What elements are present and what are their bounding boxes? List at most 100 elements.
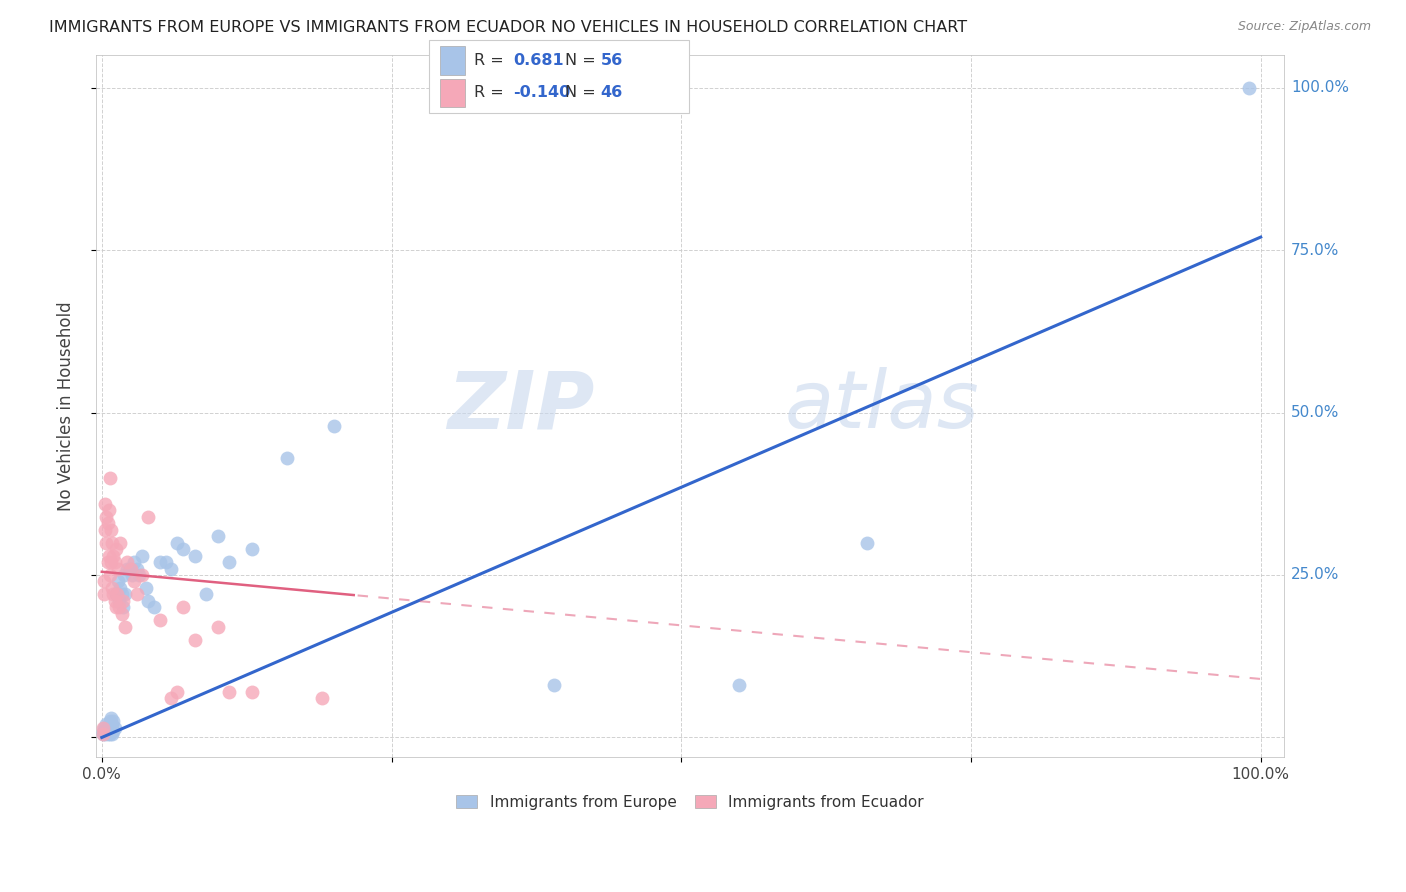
Point xyxy=(97,555,120,569)
Point xyxy=(195,587,218,601)
Text: R =: R = xyxy=(474,54,509,68)
Point xyxy=(98,714,121,729)
Text: 100.0%: 100.0% xyxy=(1291,80,1348,95)
Point xyxy=(1237,80,1260,95)
Point xyxy=(114,620,136,634)
Point xyxy=(118,561,141,575)
Point xyxy=(103,549,125,563)
Text: N =: N = xyxy=(565,86,602,100)
Point xyxy=(93,587,115,601)
Point xyxy=(101,581,124,595)
Point xyxy=(104,541,127,556)
Point xyxy=(98,568,121,582)
Point xyxy=(94,723,117,738)
Point xyxy=(97,723,120,738)
Point xyxy=(97,503,120,517)
Point xyxy=(855,535,877,549)
Point xyxy=(97,721,120,735)
Point xyxy=(100,555,122,569)
Point xyxy=(91,727,114,741)
Point xyxy=(104,600,127,615)
Point xyxy=(96,725,118,739)
Point xyxy=(108,600,131,615)
Point xyxy=(108,594,131,608)
Point xyxy=(117,561,139,575)
Point xyxy=(172,600,194,615)
Point xyxy=(97,516,120,530)
Point xyxy=(128,568,150,582)
Point xyxy=(136,509,159,524)
Point xyxy=(172,541,194,556)
Point xyxy=(91,727,114,741)
Point xyxy=(149,555,172,569)
Point xyxy=(101,717,124,731)
Point xyxy=(117,555,139,569)
Point xyxy=(728,678,751,692)
Text: IMMIGRANTS FROM EUROPE VS IMMIGRANTS FROM ECUADOR NO VEHICLES IN HOUSEHOLD CORRE: IMMIGRANTS FROM EUROPE VS IMMIGRANTS FRO… xyxy=(49,20,967,35)
Point xyxy=(131,568,153,582)
Point xyxy=(160,691,183,706)
Point xyxy=(93,574,115,589)
Point xyxy=(97,549,120,563)
Point xyxy=(105,587,128,601)
Point xyxy=(121,568,143,582)
Point xyxy=(100,721,122,735)
Point xyxy=(94,496,117,510)
Point xyxy=(543,678,565,692)
Point xyxy=(131,549,153,563)
Point xyxy=(166,685,188,699)
Point xyxy=(107,561,129,575)
Point xyxy=(136,594,159,608)
Point xyxy=(125,587,148,601)
Point xyxy=(93,723,115,738)
Point xyxy=(149,614,172,628)
Point xyxy=(110,607,132,621)
Text: 25.0%: 25.0% xyxy=(1291,567,1339,582)
Point xyxy=(93,721,115,735)
Point xyxy=(98,470,121,484)
Point xyxy=(207,529,229,543)
Point xyxy=(218,555,240,569)
Point xyxy=(104,587,127,601)
Point xyxy=(110,535,132,549)
Point xyxy=(103,555,125,569)
Point xyxy=(111,600,134,615)
Point xyxy=(120,561,142,575)
Point xyxy=(112,568,135,582)
Text: 0.681: 0.681 xyxy=(513,54,564,68)
Point xyxy=(100,711,122,725)
Point xyxy=(276,450,298,465)
Point xyxy=(110,587,132,601)
Point xyxy=(183,632,205,647)
Point xyxy=(96,509,118,524)
Point xyxy=(242,541,264,556)
Point xyxy=(183,549,205,563)
Text: 50.0%: 50.0% xyxy=(1291,405,1339,420)
Text: 75.0%: 75.0% xyxy=(1291,243,1339,258)
Text: N =: N = xyxy=(565,54,602,68)
Point xyxy=(97,717,120,731)
Point xyxy=(91,721,114,735)
Point xyxy=(114,587,136,601)
Point xyxy=(160,561,183,575)
Text: R =: R = xyxy=(474,86,509,100)
Text: -0.140: -0.140 xyxy=(513,86,571,100)
Point xyxy=(155,555,177,569)
Point xyxy=(207,620,229,634)
Point xyxy=(97,727,120,741)
Point xyxy=(107,574,129,589)
Point xyxy=(122,555,145,569)
Point xyxy=(122,574,145,589)
Point xyxy=(166,535,188,549)
Point xyxy=(322,418,344,433)
Text: 46: 46 xyxy=(600,86,623,100)
Point xyxy=(125,561,148,575)
Text: 56: 56 xyxy=(600,54,623,68)
Point xyxy=(111,594,134,608)
Y-axis label: No Vehicles in Household: No Vehicles in Household xyxy=(58,301,75,511)
Point xyxy=(96,535,118,549)
Point xyxy=(103,594,125,608)
Point xyxy=(103,723,125,738)
Point xyxy=(103,721,125,735)
Point xyxy=(94,727,117,741)
